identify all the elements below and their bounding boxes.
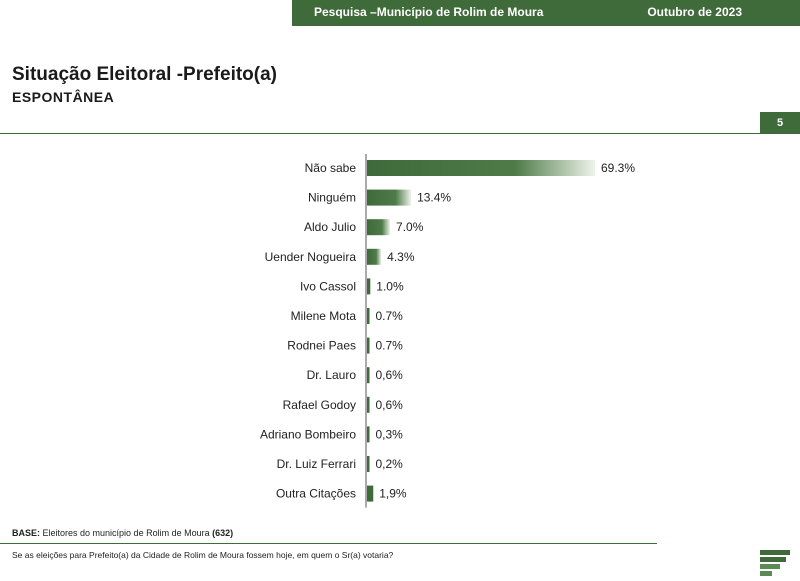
category-label: Dr. Lauro [307, 368, 357, 382]
value-label: 7.0% [396, 220, 424, 234]
category-label: Ivo Cassol [300, 279, 356, 293]
value-label: 1.0% [376, 279, 404, 293]
bar [367, 278, 371, 295]
bar [367, 219, 391, 236]
value-label: 0,2% [376, 457, 404, 471]
bar-chart: Não sabe 69.3% Ninguém 13.4% Aldo Julio 7.0% U… [260, 154, 635, 508]
bar [367, 308, 370, 324]
value-label: 0,6% [376, 398, 404, 412]
footer-divider [0, 543, 657, 544]
category-label: Não sabe [305, 161, 357, 175]
category-label: Aldo Julio [304, 220, 356, 234]
base-text: Eleitores do município de Rolim de Moura [40, 528, 213, 538]
value-label: 0.7% [376, 339, 404, 353]
category-label: Rodnei Paes [287, 339, 356, 353]
category-label: Adriano Bombeiro [260, 427, 356, 441]
category-label: Dr. Luiz Ferrari [277, 457, 356, 471]
bar [367, 485, 374, 502]
category-label: Outra Citações [276, 487, 356, 501]
page-number: 5 [760, 112, 800, 134]
category-label: Milene Mota [291, 309, 357, 323]
bar [367, 337, 370, 354]
base-note: BASE: Eleitores do município de Rolim de… [12, 528, 233, 538]
bar [367, 248, 382, 265]
page-subtitle: ESPONTÂNEA [12, 89, 115, 105]
header-bar: Pesquisa –Município de Rolim de Moura Ou… [292, 0, 800, 26]
value-label: 0,6% [376, 368, 404, 382]
bar [367, 456, 370, 472]
category-label: Uender Nogueira [265, 250, 357, 264]
base-label: BASE: [12, 528, 41, 538]
value-label: 0.7% [376, 309, 404, 323]
bar [367, 160, 595, 176]
value-label: 4.3% [387, 250, 415, 264]
value-label: 0,3% [376, 427, 404, 441]
stacked-bars-logo-icon [760, 550, 790, 576]
bar [367, 426, 370, 443]
base-count: (632) [212, 528, 234, 538]
category-label: Ninguém [308, 191, 356, 205]
value-label: 1,9% [379, 487, 407, 501]
bar [367, 189, 412, 206]
bar [367, 367, 370, 384]
value-label: 13.4% [417, 191, 451, 205]
survey-question: Se as eleições para Prefeito(a) da Cidad… [12, 550, 394, 560]
category-label: Rafael Godoy [283, 398, 356, 412]
bar [367, 396, 370, 413]
survey-title: Pesquisa –Município de Rolim de Moura [314, 5, 544, 19]
header-divider [0, 133, 760, 134]
survey-date: Outubro de 2023 [647, 5, 742, 19]
page-title: Situação Eleitoral -Prefeito(a) [12, 64, 278, 85]
value-label: 69.3% [601, 161, 635, 175]
